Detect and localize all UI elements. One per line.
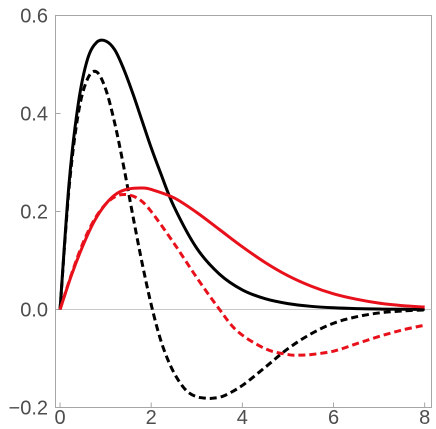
y-tick-label: 0.0 bbox=[20, 300, 48, 322]
x-axis-ticks: 0 2 4 6 8 bbox=[54, 402, 430, 429]
x-tick-label: 8 bbox=[419, 407, 430, 429]
plot-frame bbox=[55, 15, 432, 408]
series-line-1 bbox=[58, 38, 425, 311]
y-tick-label: 0.6 bbox=[20, 6, 48, 28]
series-line-2 bbox=[58, 69, 425, 400]
y-tick-label: −0.2 bbox=[9, 398, 48, 420]
y-tick-label: 0.2 bbox=[20, 202, 48, 224]
series-line-4 bbox=[58, 192, 425, 357]
y-axis-ticks: −0.2 0.0 0.2 0.4 0.6 bbox=[9, 6, 61, 420]
x-tick-label: 0 bbox=[54, 407, 65, 429]
x-tick-label: 2 bbox=[146, 407, 157, 429]
y-tick-label: 0.4 bbox=[20, 104, 48, 126]
x-tick-label: 4 bbox=[237, 407, 248, 429]
x-tick-label: 6 bbox=[328, 407, 339, 429]
series-group bbox=[58, 38, 425, 400]
